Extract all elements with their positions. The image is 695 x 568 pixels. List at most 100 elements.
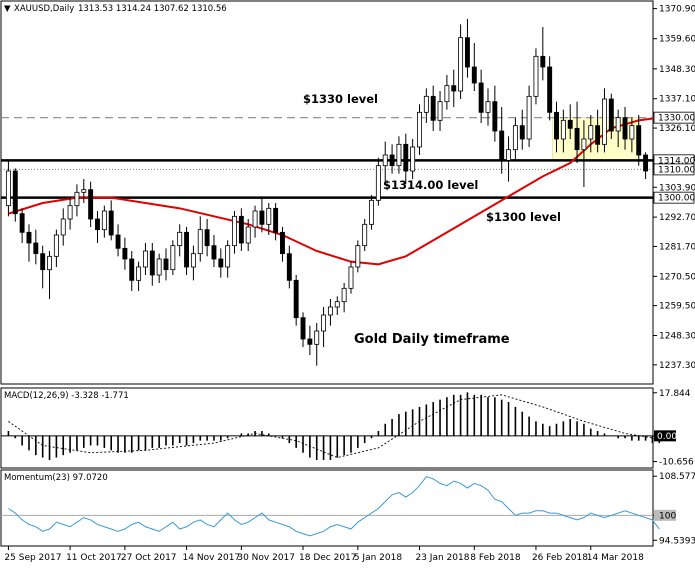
candle (636, 115, 642, 166)
macd-tick-label: 0.00 (657, 432, 677, 442)
candle-body-bull (581, 138, 587, 151)
candle (33, 229, 39, 265)
macd-signal-line (8, 394, 667, 459)
candle (615, 109, 621, 147)
candle (417, 104, 422, 155)
candle-body-bear (88, 189, 94, 220)
level-label-box (653, 163, 695, 176)
candle-body-bull (348, 266, 354, 289)
candle-body-bull (81, 189, 87, 193)
candle (389, 144, 395, 174)
candle-body-bull (512, 125, 518, 151)
candle-body-bear (643, 154, 649, 172)
candle (238, 208, 244, 251)
candle-body-bear (471, 66, 477, 84)
candle-body-bear (115, 234, 121, 249)
candle (108, 200, 114, 241)
annotation-1330: $1330 level (303, 92, 378, 106)
macd-tick-label: -10.656 (659, 458, 694, 468)
candle (375, 157, 381, 206)
symbol-dropdown-icon[interactable]: ▼ (4, 4, 11, 14)
momentum-level-box (654, 509, 676, 521)
macd-layer: 17.844 0.00 -10.656 (1, 389, 694, 468)
chart-caption: Gold Daily timeframe (354, 332, 510, 347)
candle-body-bear (108, 210, 114, 236)
candle (225, 240, 231, 278)
candle (95, 211, 100, 243)
candle-body-bull (142, 250, 148, 268)
candle (170, 240, 176, 275)
price-tick-label: 1270.50 (659, 272, 695, 282)
price-panel-frame (0, 0, 654, 385)
price-tick-label: 1326.10 (659, 124, 695, 134)
candle (122, 237, 128, 270)
candle (60, 208, 66, 246)
candle-body-bear (519, 125, 525, 140)
candle (382, 141, 388, 185)
price-axis: 1370.90 1359.60 1348.30 1337.10 1326.10 1314.… (653, 5, 695, 371)
candle-body-bull (47, 255, 52, 271)
candle-body-bear (636, 125, 642, 156)
candle (74, 184, 80, 217)
candle-body-bear (300, 317, 306, 340)
candle (560, 109, 566, 153)
time-tick-label: 14 Nov 2017 (183, 553, 241, 563)
candle-body-bear (12, 170, 18, 215)
candle (334, 296, 340, 315)
candle-body-bear (149, 250, 155, 276)
candle-body-bear (26, 231, 32, 244)
candle (40, 245, 46, 289)
candle (307, 325, 313, 355)
momentum-panel-frame (0, 469, 654, 547)
candle-body-bear (33, 242, 39, 255)
price-tick-label: 1303.90 (659, 183, 695, 193)
price-tick-label: 1237.30 (659, 361, 695, 371)
candle (423, 88, 429, 123)
candle-body-bull (321, 314, 327, 332)
candle (629, 117, 635, 153)
candle (12, 168, 18, 222)
candle-body-bull (177, 231, 183, 247)
candle-body-bear (163, 258, 169, 271)
level-label-1314.00: 1314.00 (658, 156, 695, 166)
candle-body-bull (314, 330, 320, 345)
candle-body-bull (53, 234, 59, 257)
candle-body-bear (218, 258, 224, 268)
candle-body-bull (266, 207, 272, 225)
price-tick-label: 1259.50 (659, 302, 695, 312)
candle (574, 101, 580, 163)
candle (588, 115, 594, 153)
candle (540, 27, 546, 81)
candle (348, 261, 354, 294)
candle-body-bear (129, 258, 135, 281)
level-label-box (653, 111, 695, 124)
candle (259, 197, 265, 233)
candle (47, 251, 52, 299)
candle (506, 136, 512, 182)
candle (554, 101, 559, 153)
time-tick-label: 8 Feb 2018 (470, 553, 521, 563)
candle (245, 219, 251, 251)
candle-body-bull (560, 119, 566, 140)
time-tick-label: 25 Sep 2017 (4, 553, 61, 563)
level-label-box (653, 191, 695, 204)
candle-body-bear (499, 130, 505, 161)
candle (197, 216, 203, 262)
candle (252, 205, 258, 238)
candle-body-bear (273, 207, 279, 233)
candle-body-bull (341, 287, 347, 303)
candle (81, 179, 87, 203)
candle (129, 251, 135, 291)
candle-body-bull (417, 111, 422, 148)
candle-body-bear (430, 95, 436, 121)
candle-body-bear (403, 143, 409, 172)
candle (355, 240, 361, 273)
candle-body-bear (307, 338, 313, 345)
candle (492, 85, 498, 142)
price-tick-label: 1370.90 (659, 5, 695, 15)
candle (211, 235, 217, 267)
candle (547, 56, 553, 121)
level-label-1330.00: 1330.00 (658, 114, 695, 124)
candle (396, 136, 402, 174)
